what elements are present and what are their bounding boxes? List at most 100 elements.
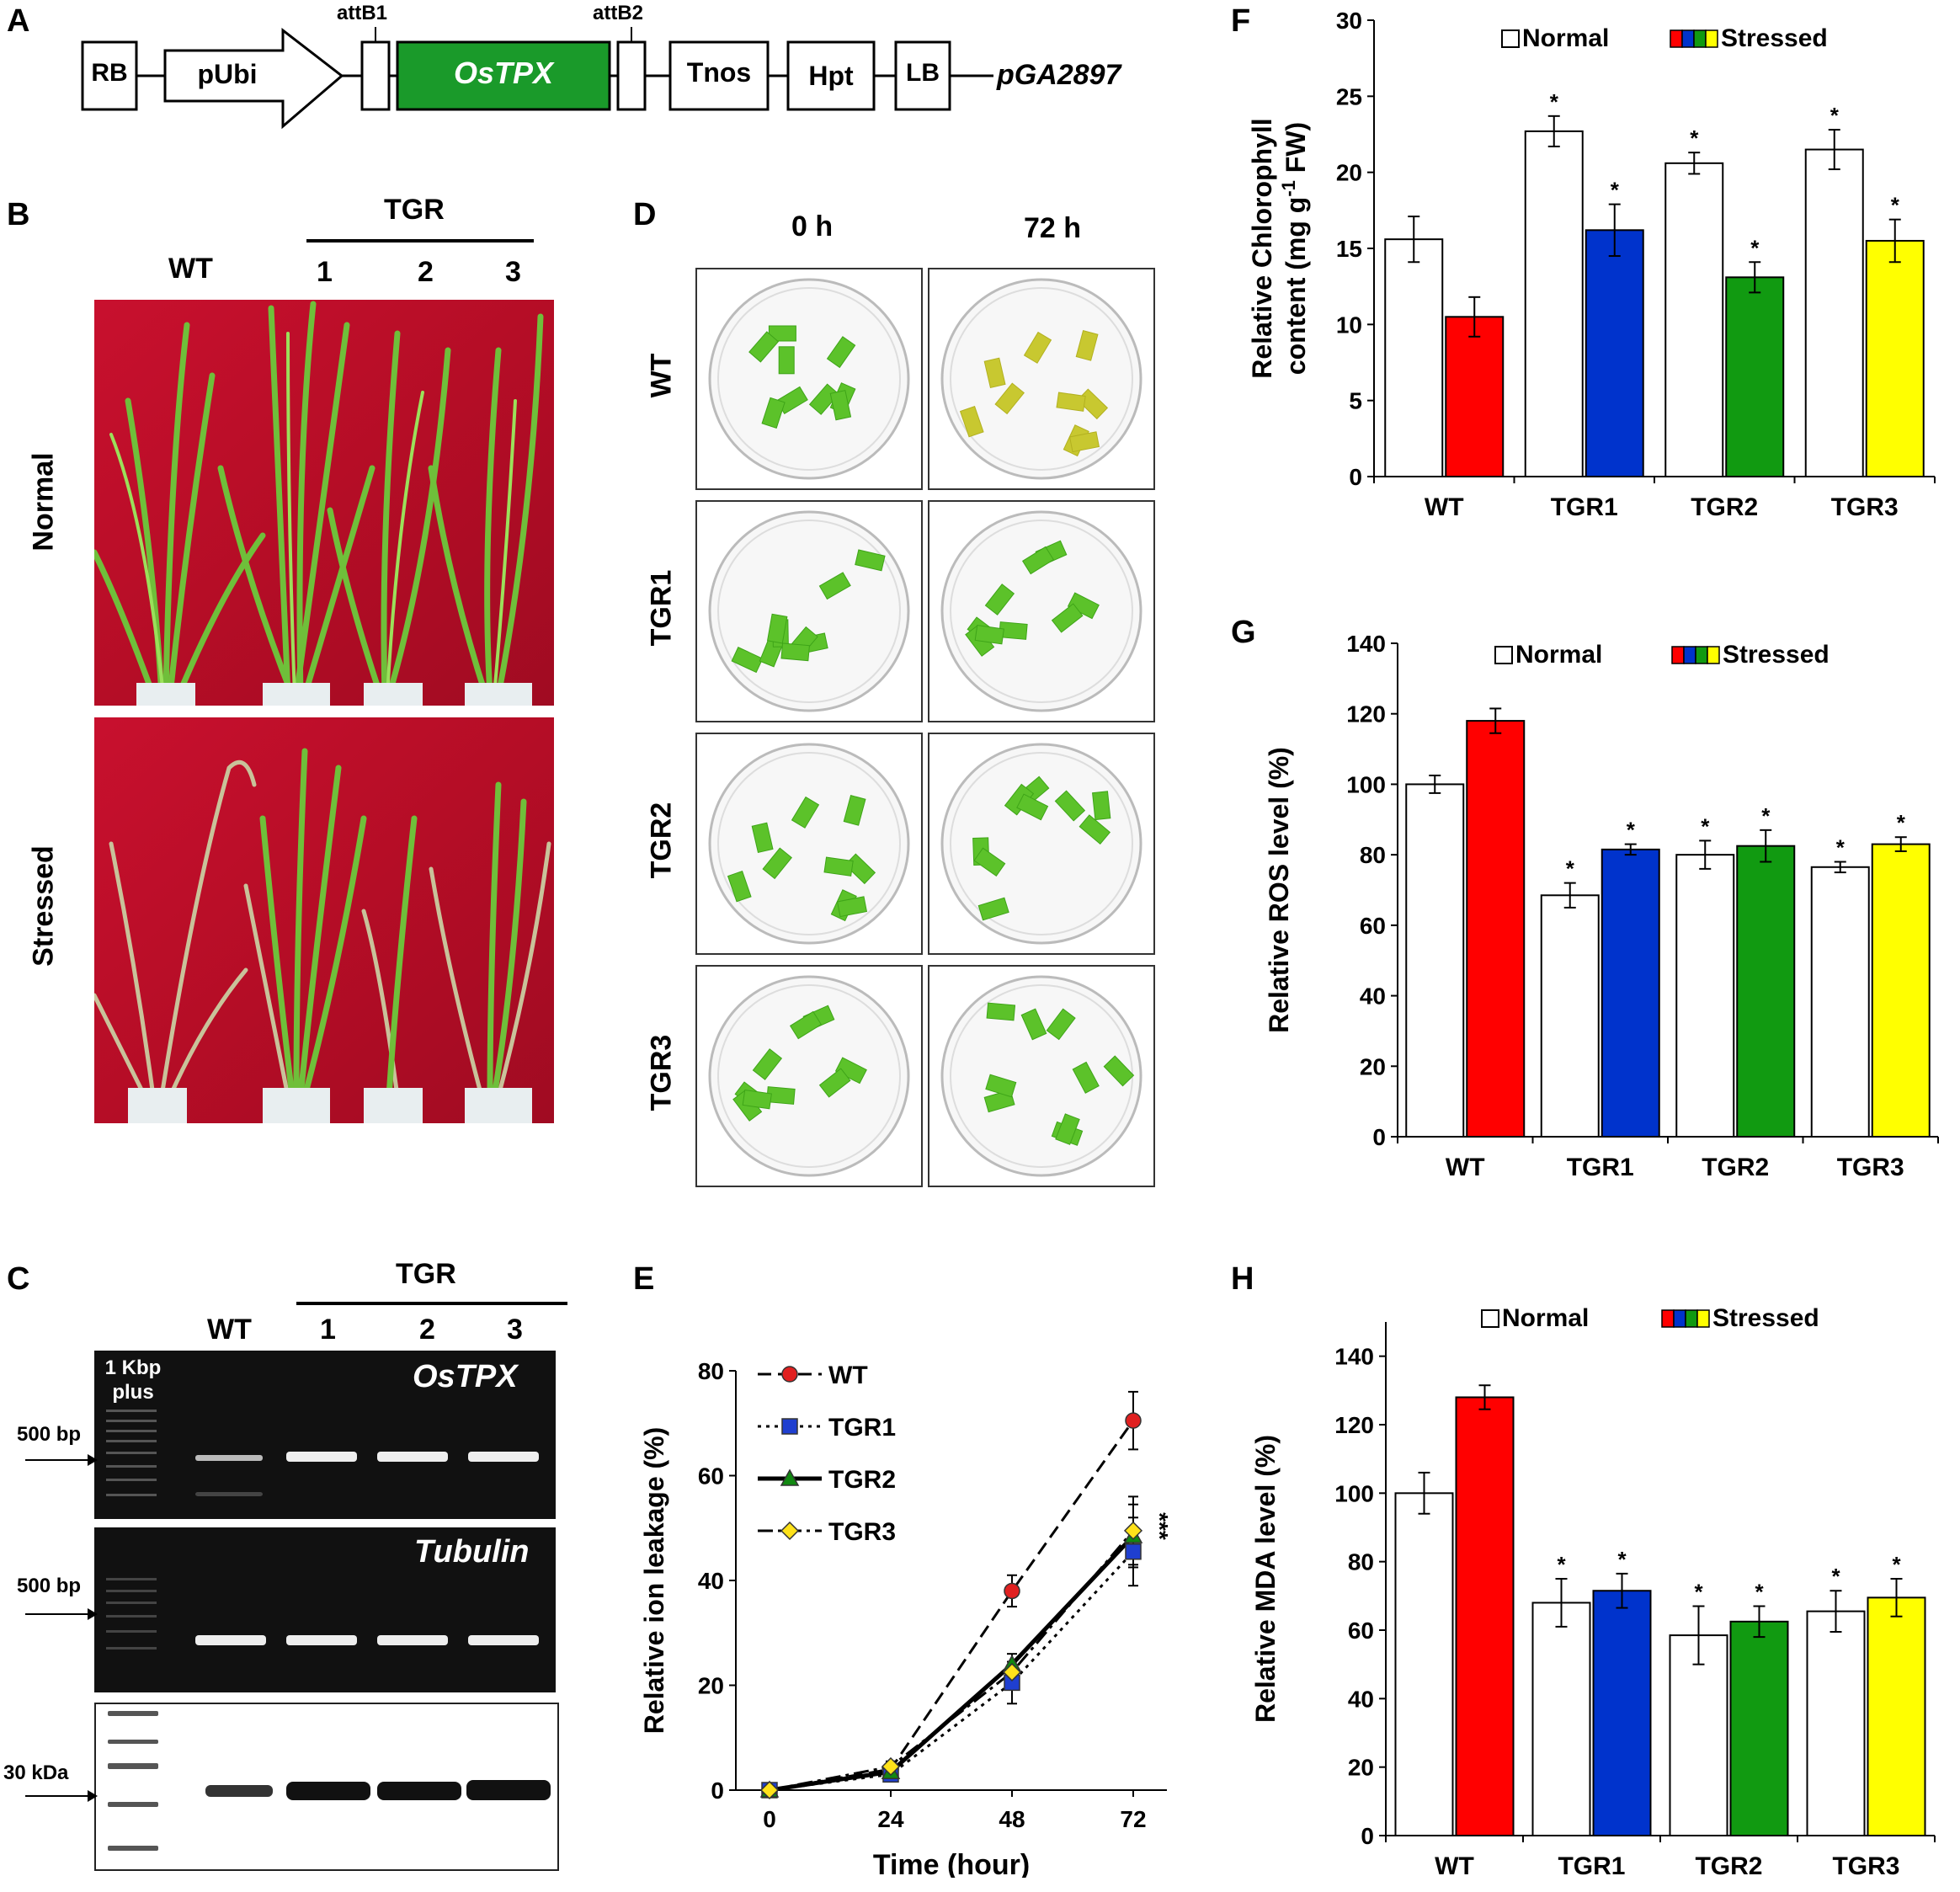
- h-legend-normal: Normal: [1502, 1304, 1589, 1332]
- e-xtick: 24: [877, 1806, 904, 1832]
- h-legend-stressed: Stressed: [1712, 1304, 1819, 1332]
- g-star: *: [1836, 835, 1845, 861]
- h-legend-stressed-swatch: [1661, 1309, 1675, 1328]
- e-legend-marker: [781, 1418, 798, 1435]
- f-ytick: 5: [1349, 388, 1362, 414]
- g-ytick: 140: [1346, 631, 1386, 657]
- f-ylabel-line2: content (mg g-1 FW): [1278, 122, 1312, 375]
- f-category-label: TGR3: [1831, 493, 1899, 521]
- g-legend-stressed-swatch: [1683, 646, 1696, 664]
- f-star: *: [1550, 89, 1559, 115]
- f-ytick: 30: [1336, 8, 1362, 34]
- e-legend-marker: [780, 1468, 800, 1486]
- e-xlabel: Time (hour): [873, 1849, 1030, 1878]
- panelc-line2: 2: [419, 1314, 435, 1346]
- bp-arrowhead-1: [88, 1454, 98, 1466]
- f-star: *: [1750, 235, 1760, 260]
- g-legend-stressed: Stressed: [1723, 641, 1830, 669]
- h-bar-wt-stressed: [1455, 1396, 1515, 1836]
- h-category-label: TGR1: [1558, 1852, 1625, 1880]
- h-star: *: [1694, 1580, 1703, 1605]
- g-bar-tgr1-stressed: [1600, 848, 1660, 1138]
- f-ytick: 15: [1336, 236, 1362, 262]
- g-ytick: 40: [1360, 983, 1386, 1010]
- f-ytick: 20: [1336, 160, 1362, 186]
- construct-gene-label: OsTPX: [453, 56, 554, 90]
- e-legend-wt: WT: [828, 1362, 868, 1389]
- kda-arrowhead: [88, 1790, 98, 1802]
- g-bar-tgr3-normal: [1810, 866, 1870, 1138]
- bp-arrow-2: [25, 1613, 96, 1615]
- g-category-label: TGR3: [1837, 1154, 1904, 1181]
- f-legend-normal-swatch: [1501, 29, 1520, 48]
- panel-label-e: E: [633, 1261, 655, 1297]
- panelc-line1: 1: [320, 1314, 336, 1346]
- g-legend-stressed-swatch: [1671, 646, 1685, 664]
- paneld-row-tgr3: TGR3: [645, 1034, 678, 1111]
- ostpx-gene-box: [396, 40, 611, 111]
- panelb-tgr-bar: [306, 239, 534, 242]
- paneld-col-0h: 0 h: [791, 211, 834, 242]
- kda-arrow: [25, 1795, 96, 1797]
- panelb-normal-label: Normal: [27, 452, 60, 552]
- f-bar-tgr3-stressed: [1865, 239, 1925, 477]
- h-star: *: [1557, 1552, 1566, 1577]
- h-legend-stressed-swatch: [1685, 1309, 1698, 1328]
- h-ytick: 60: [1348, 1618, 1374, 1644]
- panelb-line2: 2: [418, 256, 434, 288]
- panel-label-g: G: [1231, 615, 1256, 650]
- dish-tgr3-72h: [928, 965, 1155, 1187]
- f-bar-wt-stressed: [1445, 316, 1505, 477]
- f-bar-tgr1-stressed: [1585, 229, 1644, 477]
- g-star: *: [1701, 813, 1710, 839]
- e-xtick: 72: [1120, 1806, 1146, 1832]
- g-category-label: WT: [1446, 1154, 1485, 1181]
- f-legend-stressed: Stressed: [1721, 24, 1828, 52]
- h-ytick: 0: [1361, 1823, 1374, 1849]
- e-series-tgr3: [769, 1529, 1135, 1792]
- h-category-label: TGR3: [1832, 1852, 1899, 1880]
- panelb-stressed-label: Stressed: [27, 845, 60, 967]
- e-ytick: 60: [698, 1463, 724, 1490]
- e-ytick: 80: [698, 1358, 724, 1384]
- f-star: *: [1830, 103, 1840, 128]
- e-point-tgr3: [759, 1780, 780, 1800]
- h-star: *: [1617, 1547, 1627, 1572]
- h-bar-tgr2-normal: [1669, 1634, 1728, 1836]
- attb1-box: [360, 40, 391, 111]
- construct-pubi-label: pUbi: [197, 59, 258, 89]
- h-bar-tgr3-normal: [1806, 1610, 1866, 1836]
- h-legend-stressed-swatch: [1673, 1309, 1686, 1328]
- g-bar-tgr3-stressed: [1871, 843, 1931, 1138]
- e-point-wt: [1004, 1582, 1020, 1600]
- dish-tgr3-0h: [695, 965, 923, 1187]
- h-star: *: [1755, 1580, 1764, 1605]
- e-legend-marker: [780, 1521, 800, 1541]
- western-blot: [94, 1703, 559, 1871]
- rb-box: [81, 40, 138, 111]
- h-star: *: [1892, 1552, 1901, 1577]
- g-legend-stressed-swatch: [1707, 646, 1720, 664]
- vector-label: pGA2897: [997, 59, 1121, 91]
- paneld-row-tgr2: TGR2: [645, 802, 678, 879]
- h-ytick: 40: [1348, 1686, 1374, 1712]
- panel-label-h: H: [1231, 1261, 1254, 1297]
- e-point-tgr1: [1125, 1543, 1142, 1560]
- f-ytick: 0: [1349, 464, 1362, 490]
- f-star: *: [1690, 125, 1699, 151]
- g-star: *: [1761, 803, 1771, 829]
- h-legend-stressed-swatch: [1696, 1309, 1710, 1328]
- e-point-tgr3: [1002, 1662, 1022, 1681]
- f-legend-stressed-swatch: [1670, 29, 1683, 48]
- g-bar-tgr2-normal: [1675, 854, 1735, 1138]
- e-series-tgr1: [769, 1550, 1135, 1792]
- g-legend-normal-swatch: [1494, 646, 1513, 664]
- e-ytick: 40: [698, 1568, 724, 1594]
- g-star: *: [1897, 810, 1906, 835]
- h-ytick: 20: [1348, 1755, 1374, 1781]
- normal-plants-photo: [94, 300, 554, 706]
- stressed-plants-photo: [94, 717, 554, 1123]
- construct-diagram: [81, 27, 993, 130]
- f-legend-normal: Normal: [1522, 24, 1609, 52]
- e-series-wt: [769, 1420, 1135, 1792]
